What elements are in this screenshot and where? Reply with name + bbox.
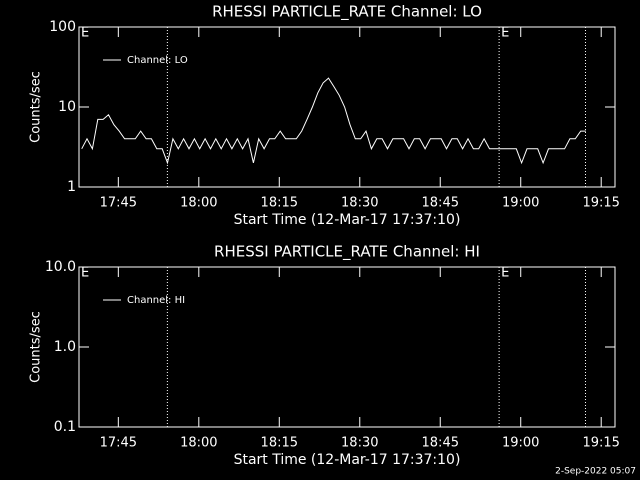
x-tick-label: 18:30: [341, 196, 378, 211]
annotation: E: [81, 26, 89, 41]
x-axis-label: Start Time (12-Mar-17 17:37:10): [234, 452, 461, 468]
plot-frame: [78, 266, 616, 428]
x-tick-label: 18:15: [261, 196, 298, 211]
y-tick-label: 1: [67, 179, 76, 195]
y-tick-label: 10.0: [45, 259, 76, 275]
x-tick-label: 18:00: [180, 196, 217, 211]
footer: 2-Sep-2022 05:07: [555, 467, 636, 477]
y-tick-label: 0.1: [54, 419, 76, 435]
y-tick-label: 100: [49, 19, 76, 35]
x-tick-label: 18:45: [422, 196, 459, 211]
legend-label: Channel: LO: [127, 55, 188, 66]
x-tick-label: 18:30: [341, 436, 378, 451]
x-tick-label: 17:45: [100, 196, 137, 211]
annotation: E: [501, 266, 509, 281]
x-tick-label: 19:00: [502, 436, 539, 451]
x-axis-label: Start Time (12-Mar-17 17:37:10): [234, 212, 461, 228]
x-tick-label: 19:15: [582, 196, 619, 211]
annotation: E: [81, 266, 89, 281]
legend-label: Channel: HI: [127, 295, 185, 306]
x-tick-label: 19:00: [502, 196, 539, 211]
x-tick-label: 19:15: [582, 436, 619, 451]
x-tick-label: 17:45: [100, 436, 137, 451]
x-tick-label: 18:15: [261, 436, 298, 451]
y-tick-label: 1.0: [54, 339, 76, 355]
chart-title: RHESSI PARTICLE_RATE Channel: LO: [212, 3, 482, 22]
x-tick-label: 18:45: [422, 436, 459, 451]
annotation: E: [501, 26, 509, 41]
plot-frame: [78, 26, 616, 188]
data-line: [81, 77, 586, 165]
x-tick-label: 18:00: [180, 436, 217, 451]
y-axis-label: Counts/sec: [29, 311, 44, 383]
y-tick-label: 10: [58, 99, 76, 115]
y-axis-label: Counts/sec: [29, 71, 44, 143]
chart-title: RHESSI PARTICLE_RATE Channel: HI: [214, 243, 480, 262]
